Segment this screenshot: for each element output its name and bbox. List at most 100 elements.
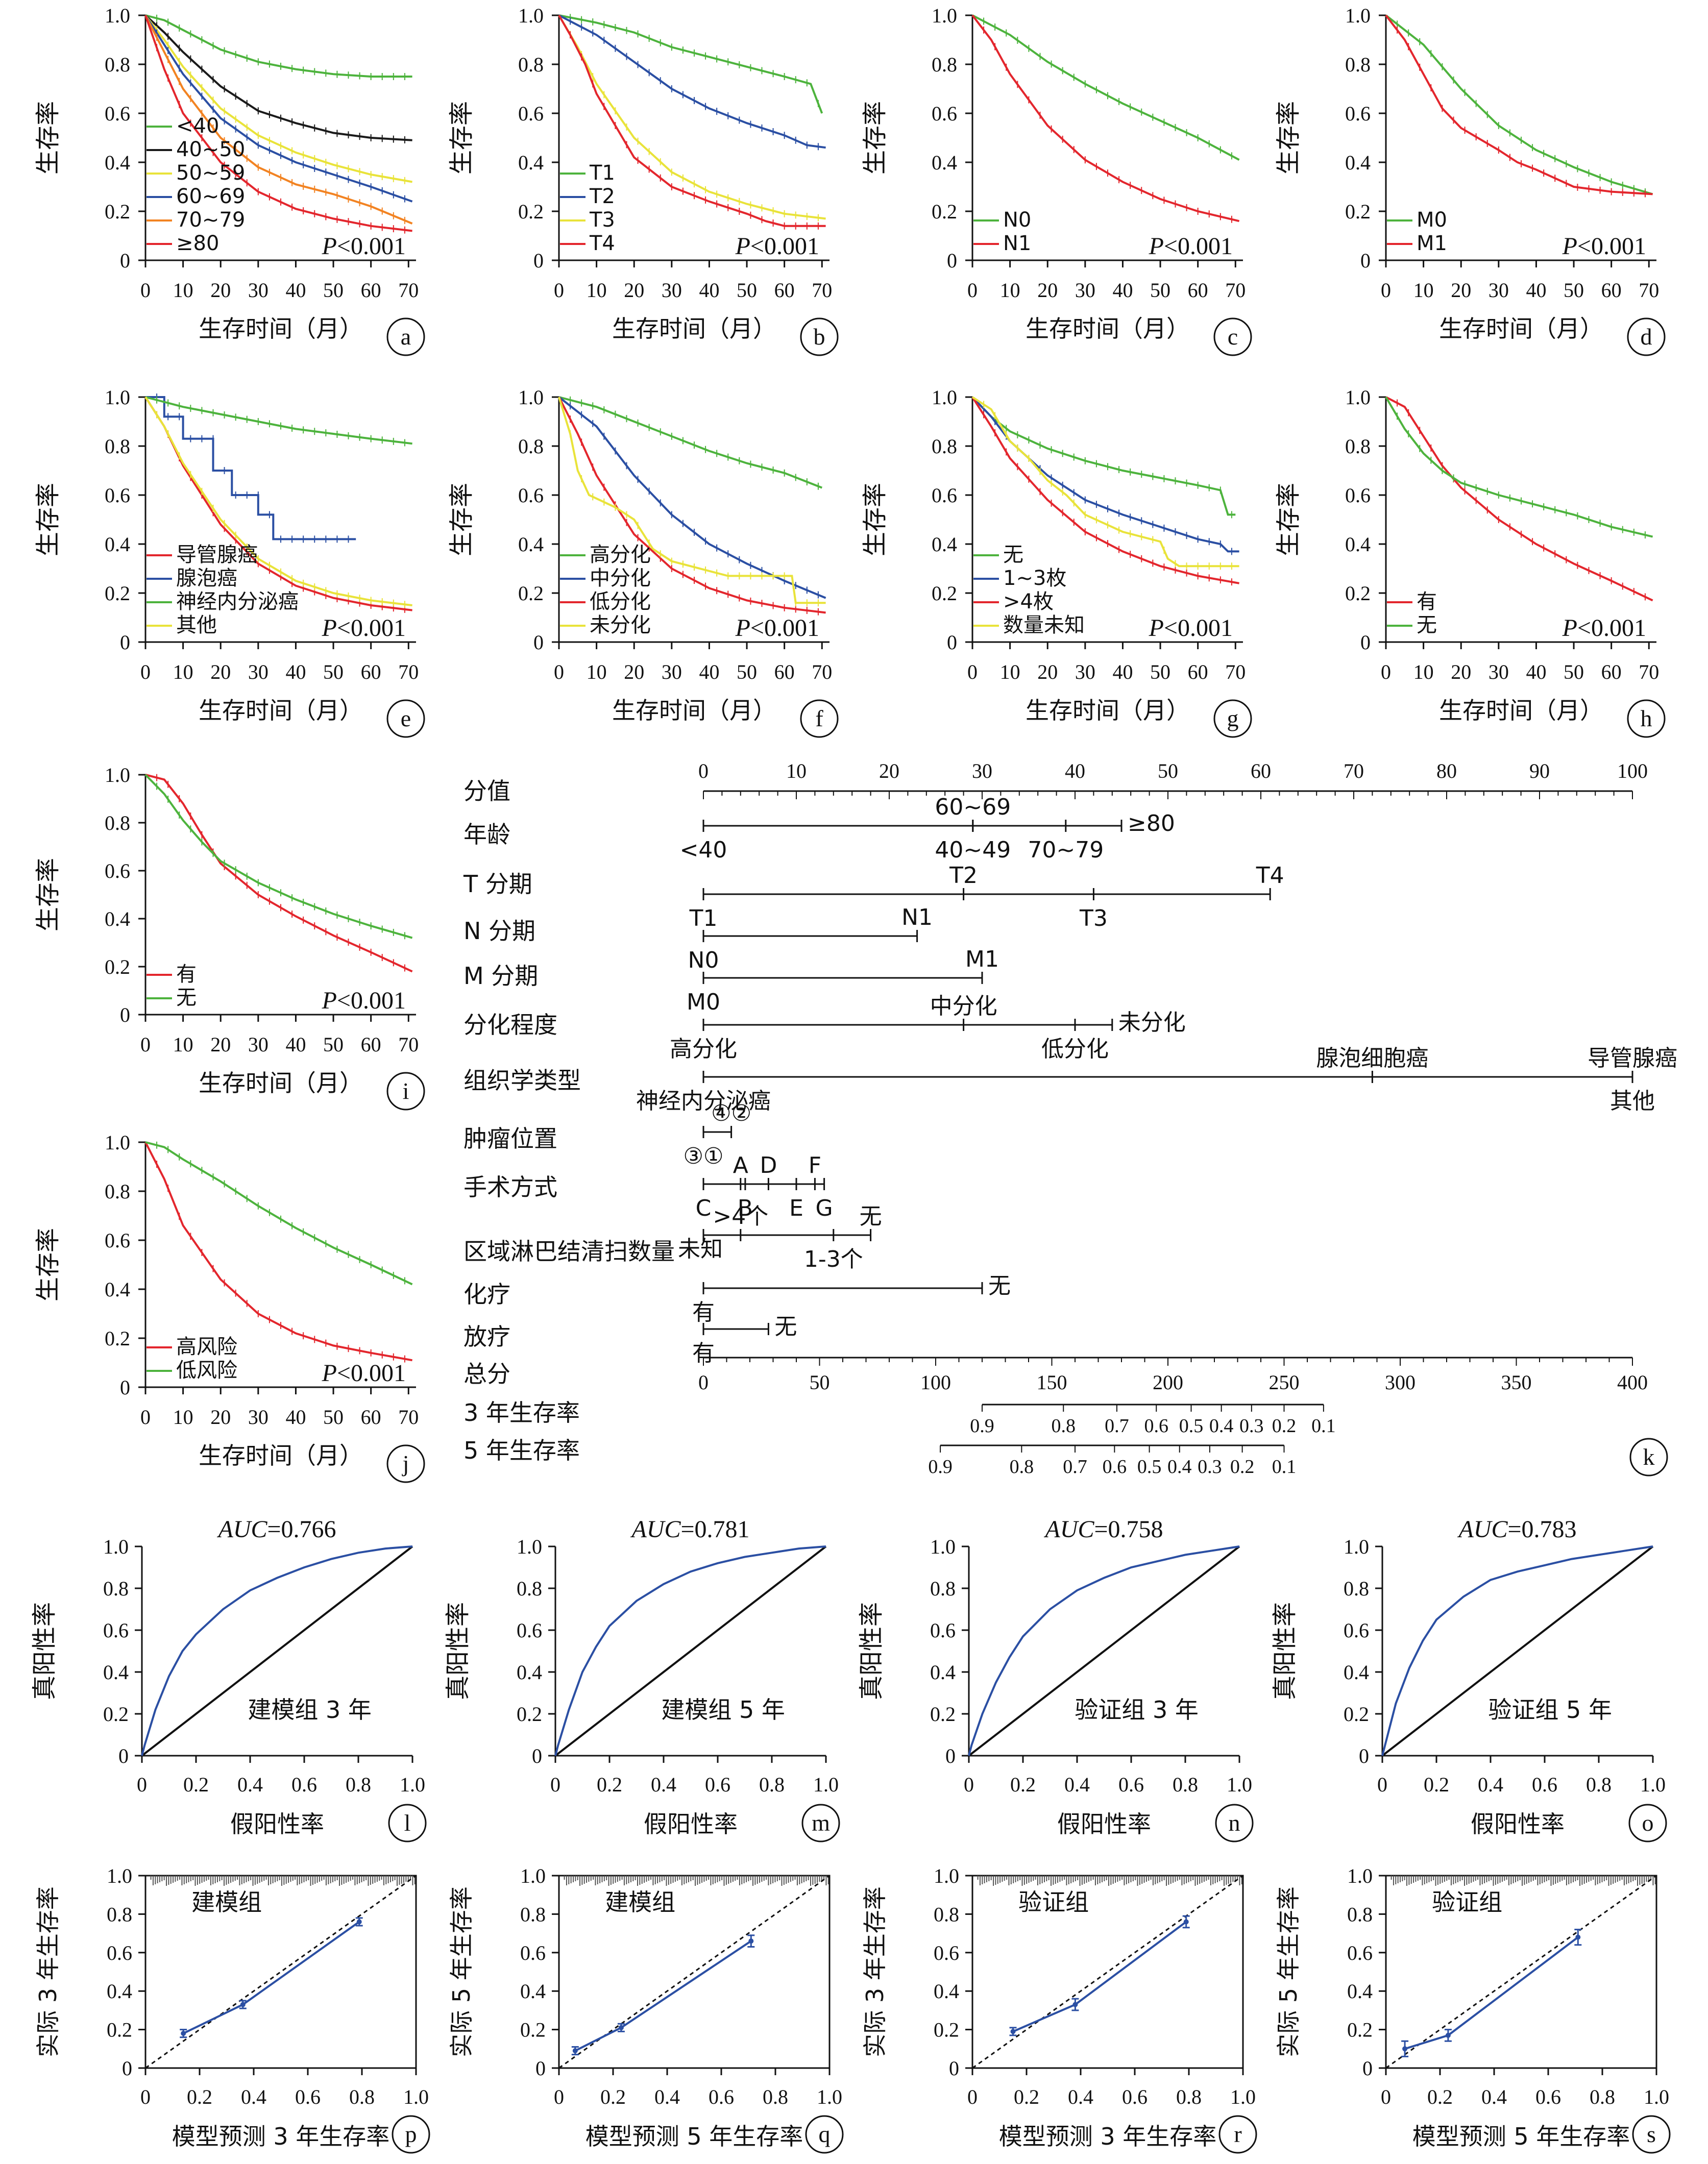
x-tick-label: 30 (1075, 279, 1095, 302)
x-tick-label: 0.6 (1118, 1773, 1144, 1796)
x-axis-label: 假阳性率 (1471, 1810, 1565, 1838)
x-tick-label: 60 (361, 1033, 381, 1056)
y-tick-label: 0.6 (107, 1941, 132, 1964)
nomogram-level-label: <40 (680, 837, 727, 863)
calibration-point (748, 1938, 754, 1944)
x-tick-label: 0.6 (1532, 1773, 1557, 1796)
nomogram-level-label: D (760, 1152, 777, 1178)
x-axis-label: 生存时间（月） (199, 1442, 363, 1469)
series-line (972, 14, 1240, 161)
calibration-subtitle: 建模组 (191, 1888, 262, 1916)
x-tick-label: 0 (1377, 1773, 1387, 1796)
nomogram-level-label: 腺泡细胞癌 (1316, 1045, 1428, 1071)
nomogram-level-label: 中分化 (930, 993, 997, 1019)
x-tick-label: 50 (737, 279, 757, 302)
calibration-point (1183, 1919, 1189, 1925)
y-tick-label: 0.2 (518, 582, 544, 605)
legend-label: 无 (1417, 613, 1437, 637)
x-tick-label: 0 (140, 1406, 151, 1429)
x-tick-label: 0 (967, 279, 978, 302)
x-tick-label: 0 (964, 1773, 974, 1796)
panel-label-circle (392, 2115, 430, 2154)
points-tick-label: 80 (1436, 759, 1457, 782)
y-tick-label: 1.0 (105, 1131, 130, 1154)
y-axis-label: 真阳性率 (30, 1602, 59, 1700)
nomogram-row-label: 肿瘤位置 (463, 1125, 557, 1152)
calibration-panel-r: 00 0.2 0.2 0.4 0.4 0.6 0.6 0.8 0.8 1.0 1.0 验证组 实际 3 … (861, 1864, 1256, 2150)
panel-label-circle (386, 1444, 425, 1483)
y-tick-label: 1.0 (1347, 1864, 1373, 1887)
calibration-panel-s: 00 0.2 0.2 0.4 0.4 0.6 0.6 0.8 0.8 1.0 1.0 验证组 实际 5 … (1275, 1864, 1669, 2150)
roc-curve (1381, 1545, 1653, 1756)
x-tick-label: 60 (1188, 660, 1208, 683)
x-tick-label: 0.4 (651, 1773, 676, 1796)
nomogram-level-label: N0 (688, 947, 719, 973)
x-axis-label: 生存时间（月） (1439, 315, 1603, 342)
calibration-point (1072, 2002, 1078, 2007)
panel-label-circle (388, 1804, 427, 1842)
y-tick-label: 0.8 (932, 435, 957, 458)
calibration-line (574, 1940, 752, 2052)
y-tick-label: 0.4 (1345, 533, 1371, 556)
legend-label: 数量未知 (1003, 613, 1085, 637)
panel-label: d (1641, 324, 1652, 350)
km-panel-b: 0 0.2 0.4 0.6 0.8 1.0 0 10 20 30 40 50 60 70 生存率生存时间（月… (447, 4, 832, 342)
y-tick-label: 0 (533, 249, 544, 272)
legend-label: 无 (1003, 543, 1023, 567)
panel-label: m (812, 1810, 830, 1836)
km-panel-i: 0 0.2 0.4 0.6 0.8 1.0 0 10 20 30 40 50 60 70 生存率生存时间（月… (34, 764, 419, 1097)
x-tick-label: 50 (1564, 279, 1584, 302)
p-value-label: P<0.001 (322, 1360, 406, 1387)
total-tick-label: 350 (1501, 1371, 1532, 1394)
x-tick-label: 1.0 (400, 1773, 425, 1796)
nomogram-level-label: 1-3个 (804, 1246, 863, 1272)
x-tick-label: 10 (173, 660, 193, 683)
nomogram-level-label: ④② (711, 1100, 751, 1126)
legend-label: N1 (1003, 232, 1031, 255)
nomogram-row-label: M 分期 (463, 962, 538, 990)
nomogram-level-label: B (738, 1195, 753, 1221)
y-tick-label: 1.0 (517, 1535, 542, 1558)
y-tick-label: 0.8 (518, 435, 544, 458)
series-line (145, 774, 413, 973)
series-line (1385, 396, 1653, 538)
y-axis-label: 生存率 (447, 483, 476, 556)
y-axis-label: 真阳性率 (444, 1602, 472, 1700)
y-tick-label: 0.4 (105, 1278, 130, 1301)
nomogram-row-label: 总分 (463, 1360, 510, 1388)
y-tick-label: 1.0 (518, 386, 544, 409)
panel-label: k (1643, 1444, 1655, 1470)
x-tick-label: 30 (662, 279, 682, 302)
y-axis-label: 真阳性率 (857, 1602, 886, 1700)
nomogram-row-label: 5 年生存率 (463, 1437, 580, 1464)
y-tick-label: 0 (533, 631, 544, 654)
x-tick-label: 20 (210, 279, 231, 302)
x-tick-label: 0 (140, 279, 151, 302)
x-axis-label: 生存时间（月） (1439, 697, 1603, 724)
panel-label: r (1234, 2121, 1241, 2147)
total-tick-label: 400 (1617, 1371, 1648, 1394)
y-tick-label: 0.6 (105, 102, 130, 125)
x-tick-label: 0 (550, 1773, 560, 1796)
calibration-subtitle: 建模组 (605, 1888, 675, 1916)
survival-tick-label: 0.3 (1239, 1415, 1264, 1437)
p-value-label: P<0.001 (1562, 614, 1646, 642)
y-tick-label: 0.2 (520, 2019, 546, 2042)
survival-tick-label: 0.5 (1179, 1415, 1204, 1437)
series-line (558, 14, 826, 149)
legend-label: 高风险 (176, 1335, 237, 1359)
survival-tick-label: 0.3 (1198, 1456, 1222, 1478)
x-tick-label: 0.4 (1481, 2085, 1507, 2108)
x-tick-label: 1.0 (1227, 1773, 1252, 1796)
legend-label: 50~59 (176, 161, 245, 185)
x-tick-label: 60 (1188, 279, 1208, 302)
points-tick-label: 70 (1344, 759, 1364, 782)
y-tick-label: 1.0 (105, 764, 130, 786)
y-tick-label: 0.8 (1347, 1903, 1373, 1926)
x-tick-label: 60 (774, 660, 795, 683)
panel-label-circle (386, 1072, 425, 1111)
legend-label: T1 (589, 161, 615, 185)
x-tick-label: 70 (1639, 660, 1659, 683)
x-tick-label: 30 (1489, 660, 1509, 683)
x-tick-label: 0 (554, 660, 564, 683)
